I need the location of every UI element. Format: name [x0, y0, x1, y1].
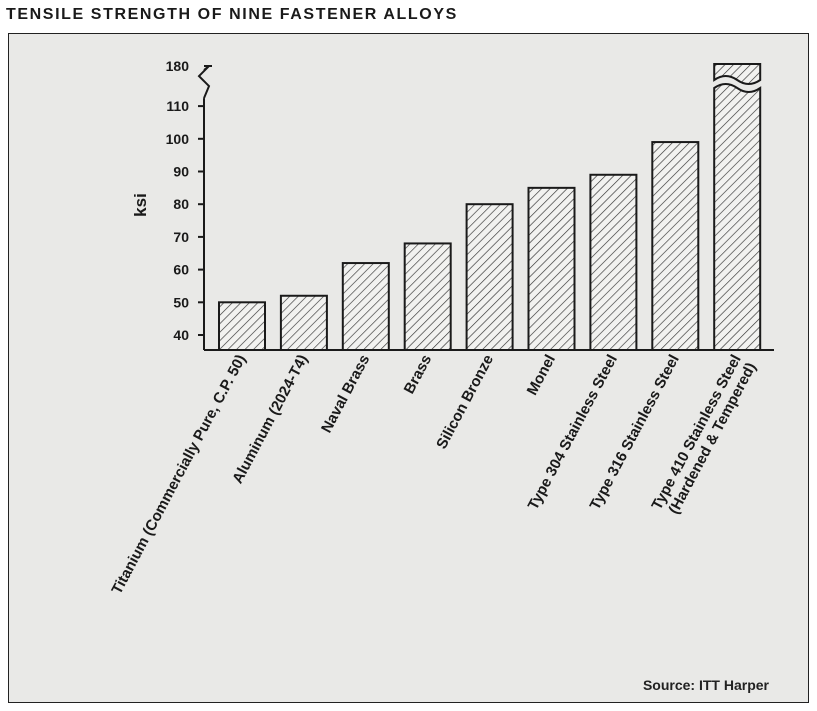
- x-category-label: Naval Brass: [318, 352, 373, 436]
- bar: [651, 141, 700, 351]
- bar: [218, 301, 266, 351]
- y-tick-label: 100: [166, 131, 190, 147]
- bar: [403, 242, 452, 351]
- bar: [279, 294, 328, 352]
- x-category-label-line: Titanium (Commercially Pure, C.P. 50): [108, 352, 249, 597]
- page-title: TENSILE STRENGTH OF NINE FASTENER ALLOYS: [6, 6, 458, 23]
- y-tick-label: 90: [173, 164, 189, 180]
- bar: [465, 203, 514, 351]
- x-category-label: Titanium (Commercially Pure, C.P. 50): [108, 352, 249, 597]
- y-tick-label: 60: [173, 262, 189, 278]
- x-category-label: Silicon Bronze: [433, 352, 497, 452]
- y-tick-label: 180: [166, 58, 190, 74]
- x-category-label-line: Silicon Bronze: [433, 352, 497, 452]
- bar: [713, 63, 762, 351]
- y-tick-label: 40: [173, 327, 189, 343]
- axis-break-mark: [197, 65, 211, 99]
- source-note: Source: ITT Harper: [642, 677, 769, 693]
- y-tick-label: 50: [173, 294, 189, 310]
- x-category-label: Brass: [401, 352, 436, 397]
- y-axis-label: ksi: [131, 193, 150, 217]
- x-category-label-line: Naval Brass: [318, 352, 373, 436]
- bar: [589, 173, 638, 351]
- x-category-label-line: Brass: [401, 352, 436, 397]
- bar-cap-section: [713, 63, 762, 85]
- y-tick-label: 80: [173, 196, 189, 212]
- x-category-label: Monel: [524, 352, 559, 398]
- y-tick-label: 70: [173, 229, 189, 245]
- y-tick-label: 110: [166, 98, 189, 114]
- bar: [527, 186, 576, 351]
- x-category-label-line: Monel: [524, 352, 559, 398]
- bar-lower-section: [713, 83, 762, 351]
- bar: [341, 262, 390, 351]
